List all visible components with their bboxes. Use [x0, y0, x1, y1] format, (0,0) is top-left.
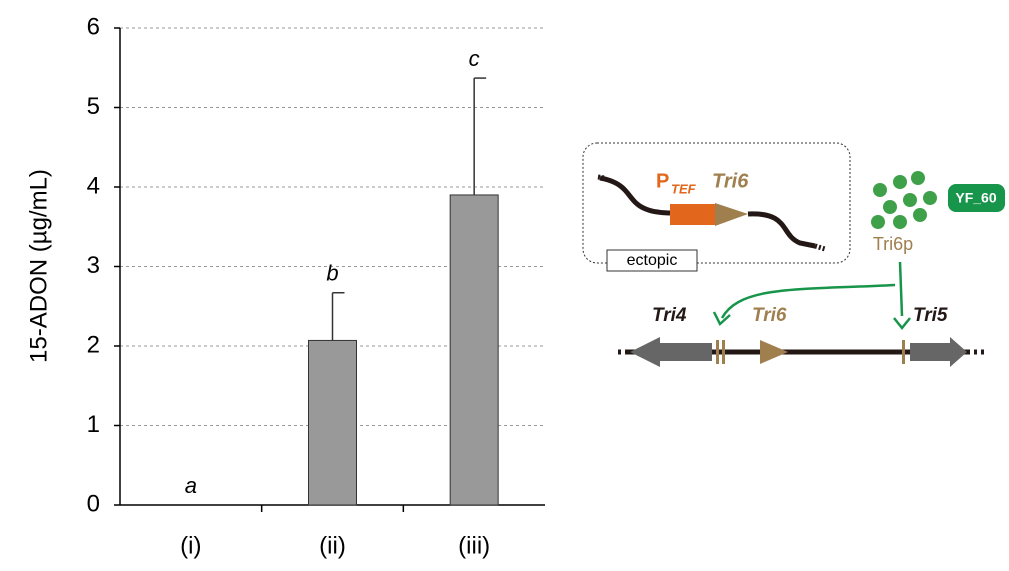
- x-tick-label: (ii): [319, 532, 346, 559]
- protein-label: Tri6p: [873, 234, 913, 254]
- x-tick-label: (iii): [458, 532, 490, 559]
- gene-label: Tri4: [652, 305, 687, 326]
- significance-letter: b: [326, 261, 338, 286]
- arrow: [722, 285, 895, 318]
- motif: [902, 340, 905, 364]
- gene-label: Tri6: [752, 305, 787, 326]
- y-tick-label: 1: [87, 411, 100, 438]
- gene-tri5: [910, 337, 967, 367]
- gene-label: Tri5: [913, 305, 948, 326]
- y-tick-label: 6: [87, 13, 100, 40]
- bar: [309, 340, 357, 505]
- arrow: [900, 262, 902, 316]
- y-tick-label: 5: [87, 93, 100, 120]
- badge-label: YF_60: [955, 190, 996, 206]
- motif: [716, 340, 719, 364]
- y-tick-label: 3: [87, 252, 100, 279]
- protein-dots: [871, 171, 937, 229]
- y-tick-label: 2: [87, 331, 100, 358]
- y-tick-label: 0: [87, 490, 100, 517]
- gene-arrow: [715, 203, 748, 226]
- ectopic-label: ectopic: [627, 252, 678, 269]
- gene-tri6: [760, 340, 788, 364]
- significance-letter: c: [469, 46, 480, 71]
- y-tick-label: 4: [87, 172, 100, 199]
- diagram: P TEF Tri6 ectopic YF_60 Tri6p Tri4 Tri6…: [583, 143, 1005, 367]
- gene-label: Tri6: [712, 170, 749, 192]
- promoter: [670, 204, 715, 225]
- y-axis-label: 15-ADON (µg/mL): [25, 169, 52, 363]
- arrow-head: [894, 318, 910, 328]
- dna-end: [815, 246, 825, 249]
- promoter-label: P: [656, 170, 669, 192]
- gene-tri4: [630, 337, 712, 367]
- figure: 15-ADON (µg/mL) P TEF Tri6 ectopic YF_60…: [0, 0, 1009, 566]
- motif: [722, 340, 725, 364]
- x-tick-label: (i): [180, 532, 201, 559]
- promoter-sub: TEF: [671, 181, 697, 196]
- bar: [450, 195, 498, 505]
- significance-letter: a: [185, 473, 197, 498]
- dna: [748, 214, 815, 246]
